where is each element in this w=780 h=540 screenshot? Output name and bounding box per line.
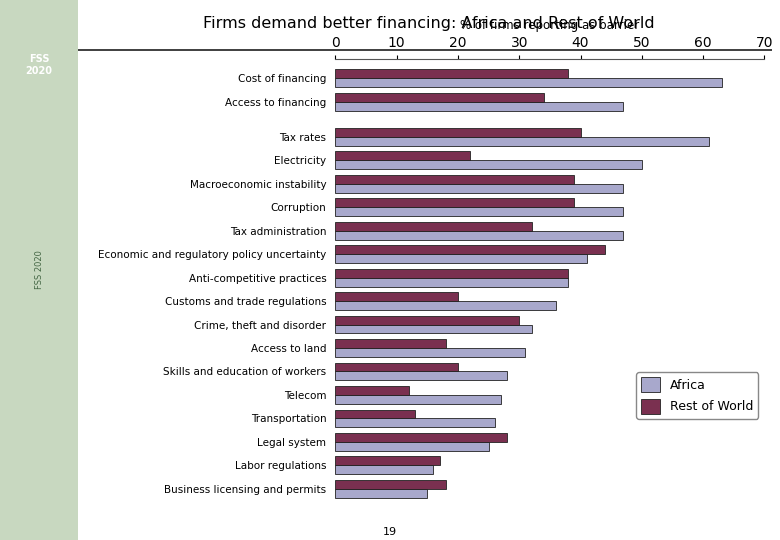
Bar [335, 489, 427, 498]
Bar [335, 78, 722, 87]
Bar [335, 339, 445, 348]
Bar [335, 386, 409, 395]
Bar [335, 231, 623, 240]
Bar [335, 442, 488, 451]
Bar [335, 348, 526, 357]
Bar [335, 222, 531, 231]
Bar [335, 301, 556, 310]
Bar [335, 372, 507, 380]
Text: 19: 19 [383, 526, 397, 537]
Bar [335, 325, 531, 334]
Bar [335, 278, 569, 287]
Text: FSS
2020: FSS 2020 [26, 54, 52, 76]
Bar [335, 316, 519, 325]
Bar [335, 175, 574, 184]
Bar [335, 160, 642, 169]
Bar [335, 254, 587, 263]
Bar [335, 418, 495, 427]
X-axis label: % of firms reporting as barrier: % of firms reporting as barrier [460, 19, 640, 32]
Bar [335, 292, 458, 301]
Bar [335, 137, 709, 146]
Bar [335, 245, 605, 254]
Bar [335, 480, 445, 489]
Legend: Africa, Rest of World: Africa, Rest of World [636, 372, 758, 419]
Bar [335, 102, 623, 111]
Bar [335, 456, 440, 465]
Bar [335, 198, 574, 207]
Bar [335, 409, 415, 418]
Bar [335, 151, 470, 160]
Bar [335, 465, 434, 474]
Bar [335, 184, 623, 193]
Bar [335, 433, 507, 442]
Bar [335, 269, 569, 278]
Text: FSS 2020: FSS 2020 [34, 251, 44, 289]
Bar [335, 362, 458, 372]
Bar [335, 395, 501, 404]
Bar [335, 128, 580, 137]
Text: Firms demand better financing: Africa and Rest of World: Firms demand better financing: Africa an… [203, 16, 655, 31]
Bar [335, 93, 544, 102]
Bar [335, 207, 623, 216]
Bar [335, 69, 569, 78]
